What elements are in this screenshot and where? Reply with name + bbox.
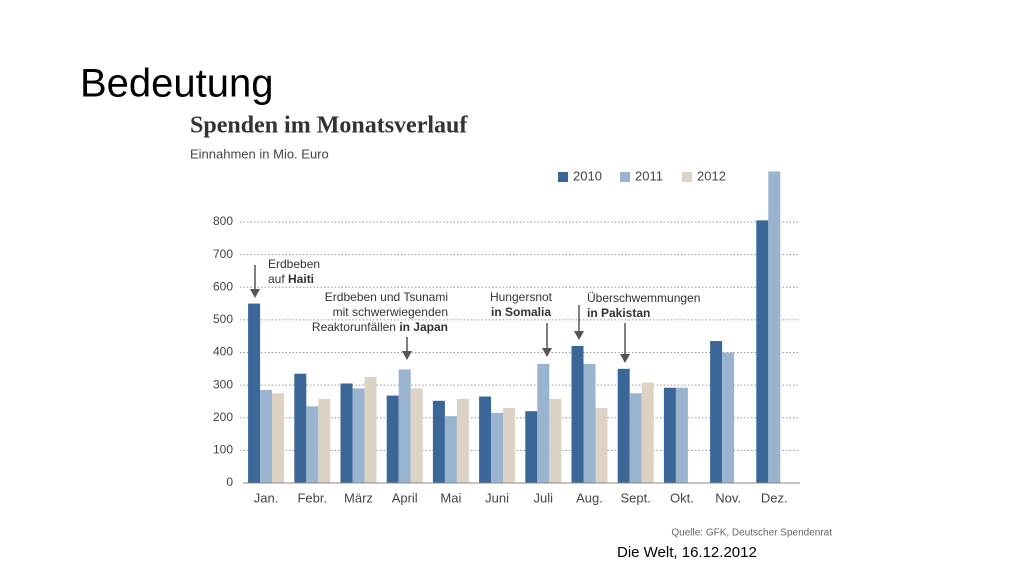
annotation-text: Reaktorunfällen <box>312 320 399 334</box>
arrow-head <box>620 354 630 363</box>
slide-title: Bedeutung <box>80 62 274 106</box>
annotation-bold: in Japan <box>399 320 448 334</box>
annotation-text: Überschwemmungen <box>587 291 700 305</box>
bar <box>768 171 781 483</box>
bar <box>260 390 273 483</box>
annotation: Überschwemmungen <box>587 291 700 305</box>
legend-swatch <box>558 172 568 182</box>
source: Quelle: GFK, Deutscher Spendenrat <box>671 528 832 539</box>
bar <box>722 352 735 483</box>
annotation: in Pakistan <box>587 306 650 320</box>
annotation: Erdbeben <box>268 257 320 271</box>
x-tick-label: Juli <box>534 490 554 505</box>
annotation: mit schwerwiegenden <box>333 305 448 319</box>
bar <box>398 369 411 483</box>
x-tick-label: April <box>392 490 418 505</box>
legend-label: 2011 <box>635 168 663 183</box>
bar <box>663 387 676 483</box>
y-tick-label: 800 <box>213 214 233 228</box>
arrow-head <box>542 348 552 357</box>
bar <box>294 373 307 483</box>
x-tick-label: Aug. <box>576 490 603 505</box>
bar <box>537 363 550 483</box>
legend-label: 2010 <box>573 168 602 183</box>
bar <box>756 220 769 483</box>
bar <box>456 398 469 483</box>
annotation: in Somalia <box>491 305 551 319</box>
bar <box>549 398 562 483</box>
annotation-text: Hungersnot <box>490 290 553 304</box>
bar <box>617 368 630 483</box>
chart-title: Spenden im Monatsverlauf <box>190 113 468 139</box>
bar <box>364 376 377 483</box>
bar <box>503 407 516 483</box>
x-tick-label: Juni <box>485 490 509 505</box>
x-tick-label: Sept. <box>621 490 651 505</box>
bar <box>629 393 642 483</box>
legend-label: 2012 <box>697 168 726 183</box>
bar <box>525 411 538 483</box>
bar <box>432 400 445 483</box>
bar <box>583 363 596 483</box>
arrow-head <box>402 351 412 360</box>
annotation-text: Erdbeben und Tsunami <box>325 290 448 304</box>
bar <box>491 412 504 483</box>
bar <box>306 406 319 483</box>
legend-swatch <box>682 172 692 182</box>
annotation: auf Haiti <box>268 272 314 286</box>
annotation: Reaktorunfällen in Japan <box>312 320 448 334</box>
y-tick-label: 0 <box>226 475 233 489</box>
bar <box>340 383 353 483</box>
x-tick-label: Okt. <box>670 490 694 505</box>
annotation-bold: in Pakistan <box>587 306 650 320</box>
annotation-text: auf <box>268 272 288 286</box>
arrow-head <box>574 331 584 340</box>
bar <box>318 398 331 483</box>
x-tick-label: Febr. <box>297 490 327 505</box>
y-tick-label: 600 <box>213 279 233 293</box>
footer: Die Welt, 16.12.2012 <box>617 544 757 561</box>
y-tick-label: 400 <box>213 345 233 359</box>
x-tick-label: März <box>344 490 373 505</box>
bar <box>272 393 285 483</box>
y-tick-label: 200 <box>213 410 233 424</box>
annotation: Erdbeben und Tsunami <box>325 290 448 304</box>
x-tick-label: Nov. <box>715 490 741 505</box>
x-tick-label: Mai <box>440 490 461 505</box>
bar <box>571 345 584 483</box>
bar <box>410 388 423 483</box>
bar <box>479 396 492 483</box>
chart-subtitle: Einnahmen in Mio. Euro <box>190 146 329 161</box>
y-tick-label: 700 <box>213 247 233 261</box>
legend-swatch <box>620 172 630 182</box>
x-tick-label: Jan. <box>254 490 279 505</box>
bar <box>710 341 723 483</box>
bar <box>386 395 399 483</box>
bar <box>595 407 608 483</box>
annotation-bold: Haiti <box>288 272 314 286</box>
bar <box>641 382 654 483</box>
y-tick-label: 100 <box>213 443 233 457</box>
x-tick-label: Dez. <box>761 490 788 505</box>
annotation: Hungersnot <box>490 290 553 304</box>
annotation-bold: in Somalia <box>491 305 551 319</box>
arrow-head <box>250 289 260 298</box>
bar <box>675 387 688 483</box>
bar <box>352 388 365 483</box>
annotation-text: Erdbeben <box>268 257 320 271</box>
annotation-text: mit schwerwiegenden <box>333 305 448 319</box>
bar <box>444 416 457 483</box>
y-tick-label: 300 <box>213 377 233 391</box>
y-tick-label: 500 <box>213 312 233 326</box>
bar <box>248 303 261 483</box>
